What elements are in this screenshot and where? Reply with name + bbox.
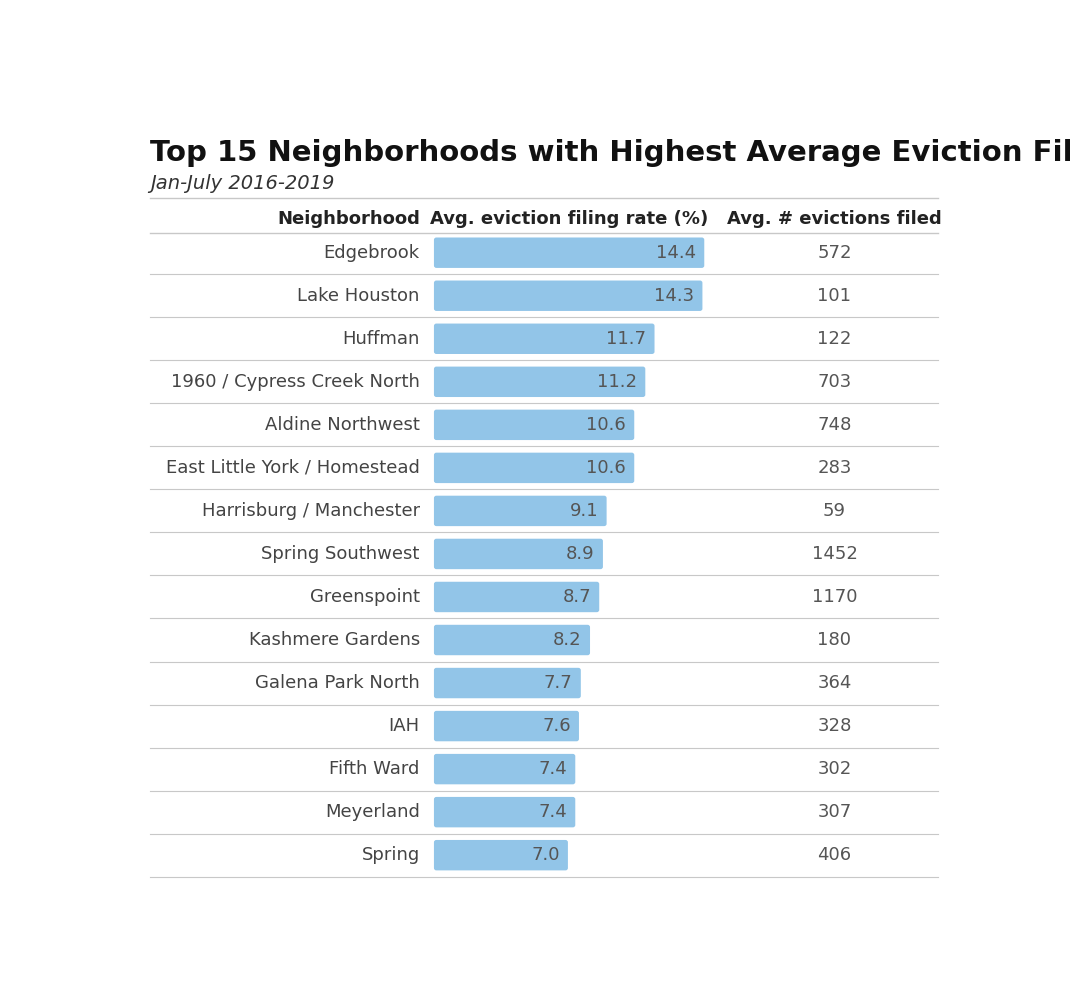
Text: Edgebrook: Edgebrook (324, 244, 419, 261)
Text: Huffman: Huffman (342, 329, 419, 347)
Text: Neighborhood: Neighborhood (277, 211, 419, 229)
Text: 122: 122 (817, 329, 852, 347)
Text: Greenspoint: Greenspoint (310, 588, 419, 606)
Text: 1960 / Cypress Creek North: 1960 / Cypress Creek North (171, 373, 419, 391)
Text: Harrisburg / Manchester: Harrisburg / Manchester (202, 502, 419, 520)
Text: 101: 101 (817, 286, 852, 304)
FancyBboxPatch shape (434, 711, 579, 742)
Text: 7.6: 7.6 (542, 718, 570, 736)
FancyBboxPatch shape (434, 668, 581, 699)
Text: 180: 180 (817, 631, 852, 649)
FancyBboxPatch shape (434, 582, 599, 612)
Text: Meyerland: Meyerland (325, 803, 419, 821)
Text: 7.4: 7.4 (538, 760, 567, 778)
Text: Fifth Ward: Fifth Ward (330, 760, 419, 778)
Text: Avg. eviction filing rate (%): Avg. eviction filing rate (%) (430, 211, 708, 229)
Text: 7.7: 7.7 (544, 674, 572, 692)
FancyBboxPatch shape (434, 409, 635, 440)
FancyBboxPatch shape (434, 840, 568, 870)
Text: 307: 307 (817, 803, 852, 821)
Text: 7.0: 7.0 (531, 846, 560, 864)
Text: Lake Houston: Lake Houston (297, 286, 419, 304)
Text: Jan-July 2016-2019: Jan-July 2016-2019 (150, 174, 335, 193)
Text: 8.7: 8.7 (563, 588, 591, 606)
Text: 10.6: 10.6 (586, 416, 626, 434)
Text: Spring: Spring (362, 846, 419, 864)
Text: 364: 364 (817, 674, 852, 692)
Text: 703: 703 (817, 373, 852, 391)
FancyBboxPatch shape (434, 280, 702, 311)
Text: 748: 748 (817, 416, 852, 434)
Text: 11.7: 11.7 (607, 329, 646, 347)
Text: 10.6: 10.6 (586, 459, 626, 477)
FancyBboxPatch shape (434, 753, 576, 784)
Text: 283: 283 (817, 459, 852, 477)
FancyBboxPatch shape (434, 496, 607, 526)
Text: 1452: 1452 (811, 545, 857, 563)
Text: Galena Park North: Galena Park North (255, 674, 419, 692)
Text: 302: 302 (817, 760, 852, 778)
FancyBboxPatch shape (434, 366, 645, 397)
Text: Aldine Northwest: Aldine Northwest (265, 416, 419, 434)
Text: 59: 59 (823, 502, 846, 520)
Text: 406: 406 (817, 846, 852, 864)
FancyBboxPatch shape (434, 539, 602, 569)
Text: 14.4: 14.4 (656, 244, 696, 261)
Text: Avg. # evictions filed: Avg. # evictions filed (728, 211, 942, 229)
Text: 8.2: 8.2 (553, 631, 582, 649)
Text: 9.1: 9.1 (569, 502, 598, 520)
FancyBboxPatch shape (434, 625, 590, 656)
FancyBboxPatch shape (434, 238, 704, 267)
Text: 328: 328 (817, 718, 852, 736)
Text: 7.4: 7.4 (538, 803, 567, 821)
FancyBboxPatch shape (434, 453, 635, 483)
Text: East Little York / Homestead: East Little York / Homestead (166, 459, 419, 477)
FancyBboxPatch shape (434, 797, 576, 827)
Text: 14.3: 14.3 (654, 286, 694, 304)
Text: Spring Southwest: Spring Southwest (261, 545, 419, 563)
Text: 8.9: 8.9 (566, 545, 595, 563)
Text: Top 15 Neighborhoods with Highest Average Eviction Filing Rates: Top 15 Neighborhoods with Highest Averag… (150, 139, 1070, 167)
Text: 11.2: 11.2 (597, 373, 637, 391)
FancyBboxPatch shape (434, 323, 655, 354)
Text: Kashmere Gardens: Kashmere Gardens (248, 631, 419, 649)
Text: 572: 572 (817, 244, 852, 261)
Text: IAH: IAH (388, 718, 419, 736)
Text: 1170: 1170 (812, 588, 857, 606)
